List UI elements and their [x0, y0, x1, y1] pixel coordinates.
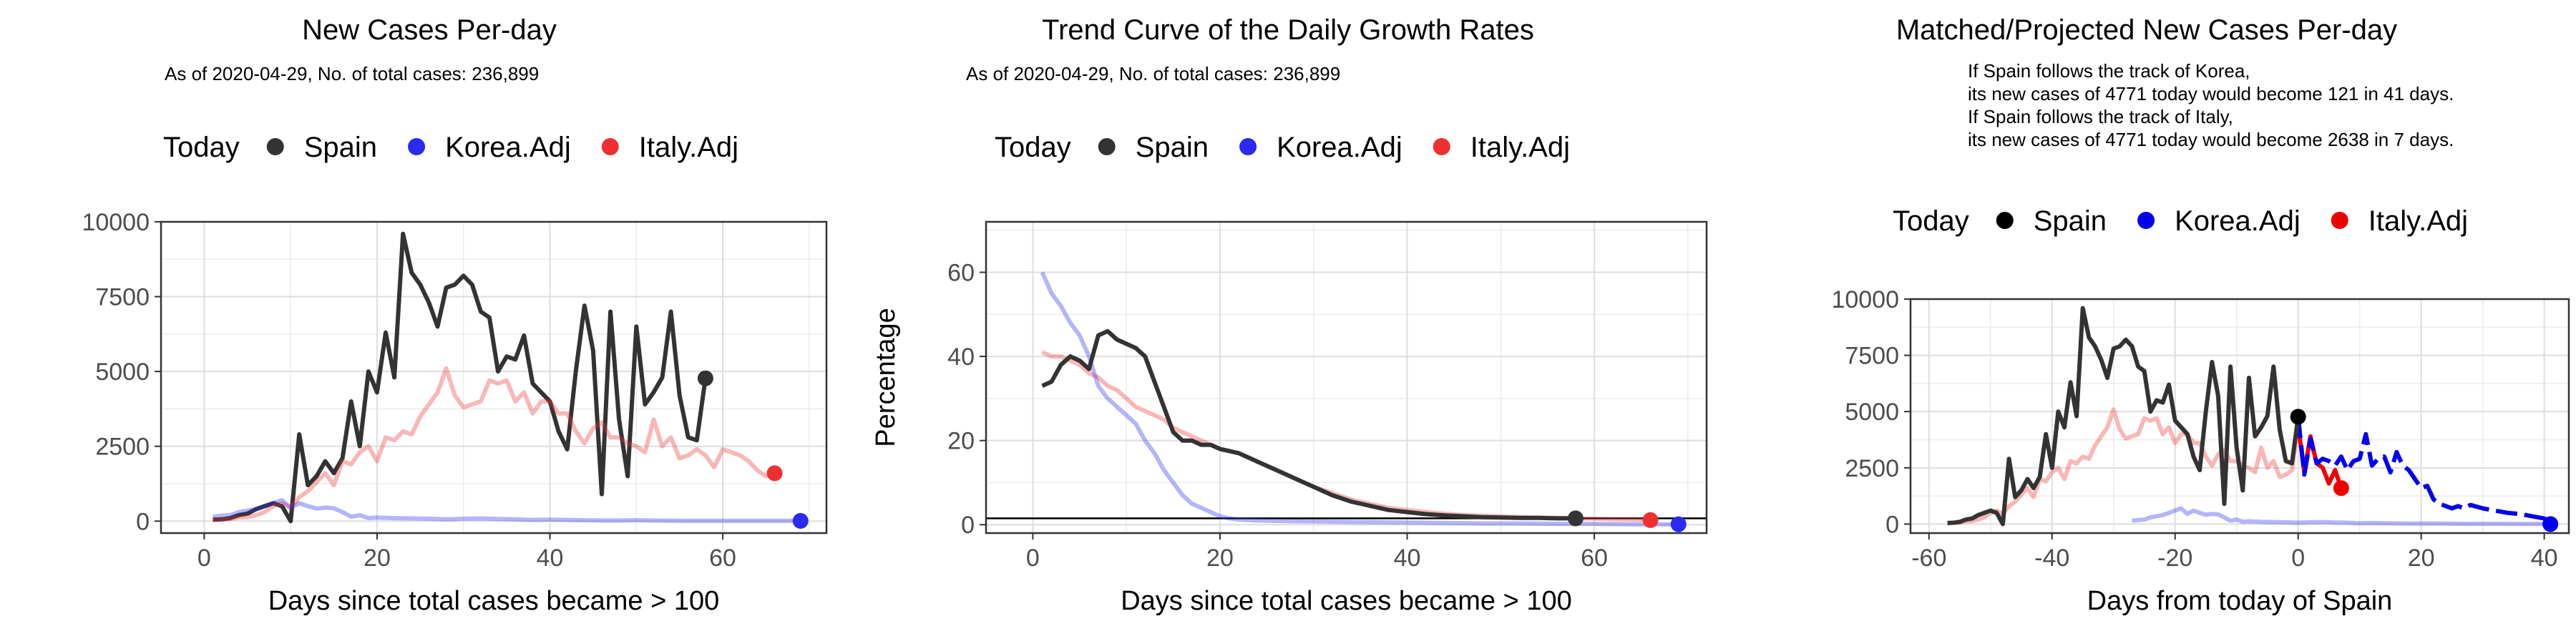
series-line-italy-adj	[1041, 350, 1651, 522]
y-tick-label: 10000	[82, 209, 150, 236]
today-point-italy-adj	[766, 465, 783, 482]
x-tick-label: 40	[2531, 545, 2558, 572]
y-axis-label: Percentage	[871, 308, 901, 447]
series-line-korea-adj	[2132, 506, 2551, 527]
plot-border	[1909, 298, 2570, 535]
legend-label-spain: Spain	[1136, 132, 1209, 163]
y-tick-label: 10000	[1831, 286, 1899, 313]
x-tick-label: 20	[1206, 545, 1234, 572]
chart-growth-rates: Trend Curve of the Daily Growth Rates As …	[871, 14, 1708, 616]
legend-title: Today	[163, 132, 240, 163]
legend-label-spain: Spain	[304, 132, 377, 163]
series-line-korea-adj	[1040, 271, 1679, 527]
chart-subtitle: As of 2020-04-29, No. of total cases: 23…	[966, 63, 1340, 84]
y-tick-label: 5000	[1845, 399, 1899, 426]
y-tick-label: 7500	[95, 284, 150, 311]
legend-key-italy-adj	[601, 138, 619, 155]
y-tick-label: 20	[947, 428, 975, 455]
y-tick-label: 0	[1885, 511, 1899, 538]
x-tick-label: 60	[709, 545, 736, 572]
series-group	[213, 231, 801, 524]
x-tick-label: 0	[197, 545, 211, 572]
series-line-italy-adj	[213, 366, 776, 522]
today-point-italy-adj	[2333, 480, 2349, 497]
x-tick-label: -60	[1911, 545, 1946, 572]
x-tick-label: -20	[2157, 545, 2192, 572]
x-axis-label: Days from today of Spain	[2087, 586, 2393, 616]
legend-label-korea-adj: Korea.Adj	[2175, 205, 2301, 237]
legend-key-spain	[1098, 138, 1116, 155]
legend-key-spain	[1996, 212, 2014, 229]
y-tick-label: 60	[947, 260, 975, 287]
series-group	[1947, 306, 2552, 527]
y-tick-label: 7500	[1845, 343, 1899, 370]
x-tick-label: -40	[2034, 545, 2069, 572]
series-line-spain	[1041, 328, 1576, 521]
x-tick-label: 60	[1581, 545, 1608, 572]
series-line-spain	[1947, 306, 2301, 527]
y-tick-label: 0	[136, 508, 150, 535]
plot-border	[985, 220, 1708, 535]
today-point-korea-adj	[792, 512, 809, 529]
today-point-spain	[697, 370, 713, 386]
legend-label-spain: Spain	[2034, 205, 2107, 237]
x-tick-label: 20	[2408, 545, 2435, 572]
today-point-spain	[2290, 409, 2306, 425]
chart-subtitle: As of 2020-04-29, No. of total cases: 23…	[165, 63, 539, 84]
legend-title: Today	[995, 132, 1071, 163]
today-point-korea-adj	[1670, 516, 1687, 532]
legend-key-korea-adj	[408, 138, 426, 155]
chart-title: New Cases Per-day	[302, 14, 557, 46]
legend-title: Today	[1893, 205, 1969, 237]
x-axis-label: Days since total cases became > 100	[268, 586, 720, 616]
x-tick-label: 40	[537, 545, 564, 572]
annotation-line: If Spain follows the track of Italy,	[1968, 106, 2233, 127]
annotation-line: its new cases of 4771 today would become…	[1968, 83, 2454, 104]
legend-label-italy-adj: Italy.Adj	[639, 132, 738, 163]
x-tick-label: 40	[1394, 545, 1421, 572]
y-tick-label: 5000	[95, 358, 150, 386]
today-point-korea-adj	[2542, 516, 2559, 532]
today-point-spain	[1567, 510, 1584, 527]
x-axis-label: Days since total cases became > 100	[1121, 586, 1572, 616]
legend-label-korea-adj: Korea.Adj	[445, 132, 571, 163]
plot-border	[160, 220, 828, 535]
x-tick-label: 0	[1026, 545, 1040, 572]
series-line-spain	[213, 231, 708, 524]
series-line-korea-adj	[213, 498, 801, 523]
y-tick-label: 40	[947, 343, 975, 371]
series-line-korea-adj-projection	[2296, 416, 2552, 524]
legend-key-italy-adj	[2331, 212, 2348, 229]
annotation-line: its new cases of 4771 today would become…	[1968, 129, 2454, 150]
chart-new-cases: New Cases Per-day As of 2020-04-29, No. o…	[82, 14, 828, 616]
series-line-italy-adj-projection	[2296, 424, 2343, 489]
x-tick-label: 0	[2291, 545, 2305, 572]
legend-key-italy-adj	[1433, 138, 1450, 155]
y-tick-label: 0	[961, 512, 975, 539]
chart-title: Matched/Projected New Cases Per-day	[1896, 14, 2397, 46]
legend-label-korea-adj: Korea.Adj	[1277, 132, 1402, 163]
x-tick-label: 20	[364, 545, 391, 572]
legend-label-italy-adj: Italy.Adj	[1470, 132, 1570, 163]
y-tick-label: 2500	[1845, 455, 1899, 482]
annotation-line: If Spain follows the track of Korea,	[1968, 60, 2250, 82]
chart-title: Trend Curve of the Daily Growth Rates	[1042, 14, 1534, 46]
chart-projected-cases: Matched/Projected New Cases Per-day If Sp…	[1831, 14, 2570, 616]
legend-key-spain	[266, 138, 284, 155]
y-tick-label: 2500	[95, 434, 150, 461]
legend-key-korea-adj	[2137, 212, 2155, 229]
legend-key-korea-adj	[1239, 138, 1257, 155]
series-group	[986, 271, 1707, 527]
legend-label-italy-adj: Italy.Adj	[2368, 205, 2468, 237]
today-point-italy-adj	[1642, 512, 1659, 528]
